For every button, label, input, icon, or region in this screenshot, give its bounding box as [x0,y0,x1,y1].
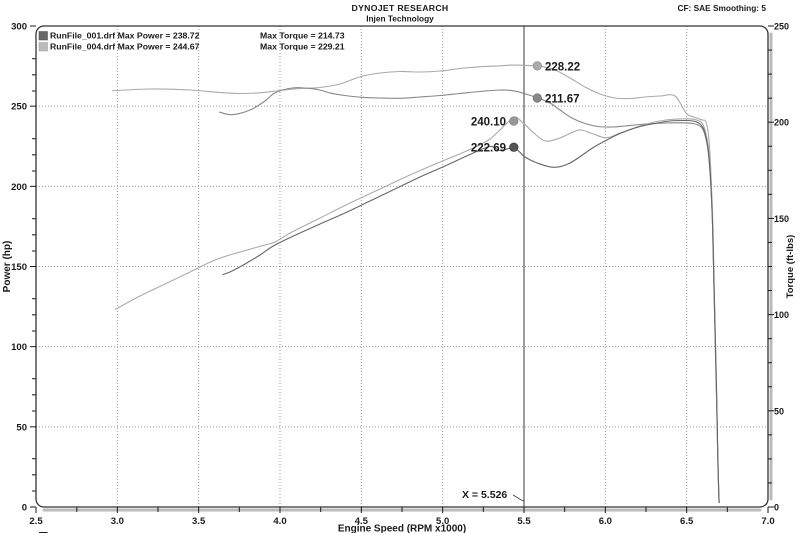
svg-text:CF: SAE Smoothing: 5: CF: SAE Smoothing: 5 [678,3,767,13]
svg-text:RunFile_001.drf Max Power = 23: RunFile_001.drf Max Power = 238.72 [50,31,200,41]
svg-text:200: 200 [11,182,27,193]
svg-text:6.0: 6.0 [599,516,612,527]
svg-text:0: 0 [774,503,779,513]
svg-text:DYNOJET RESEARCH: DYNOJET RESEARCH [352,3,449,13]
svg-text:5.5: 5.5 [517,516,531,527]
svg-text:4.0: 4.0 [273,516,286,527]
svg-text:100: 100 [774,310,789,320]
svg-text:0: 0 [22,503,27,514]
svg-text:150: 150 [774,214,789,224]
svg-text:50: 50 [16,422,27,433]
svg-text:Torque (ft-lbs): Torque (ft-lbs) [785,235,796,299]
svg-text:250: 250 [11,102,27,113]
svg-text:RunFile_004.drf Max Power = 24: RunFile_004.drf Max Power = 244.67 [50,42,200,52]
svg-text:Injen Technology: Injen Technology [366,14,434,24]
svg-text:200: 200 [774,118,789,128]
svg-text:Max Torque = 229.21: Max Torque = 229.21 [260,42,345,52]
svg-text:3.0: 3.0 [111,516,124,527]
svg-text:228.22: 228.22 [545,61,580,73]
svg-text:Engine Speed (RPM x1000): Engine Speed (RPM x1000) [338,524,466,533]
svg-text:Power (hp): Power (hp) [2,241,13,293]
svg-text:50: 50 [774,406,784,416]
svg-text:222.69: 222.69 [471,143,506,155]
svg-text:240.10: 240.10 [471,116,506,128]
svg-text:250: 250 [774,22,789,32]
svg-text:150: 150 [11,262,27,273]
svg-text:X = 5.526: X = 5.526 [462,489,507,501]
svg-text:2.5: 2.5 [29,516,43,527]
svg-text:6.5: 6.5 [680,516,694,527]
svg-text:300: 300 [11,22,27,33]
svg-text:7.0: 7.0 [761,516,774,527]
svg-text:100: 100 [11,342,27,353]
svg-text:3.5: 3.5 [192,516,206,527]
svg-text:Max Torque = 214.73: Max Torque = 214.73 [260,31,345,41]
svg-text:211.67: 211.67 [545,93,580,105]
